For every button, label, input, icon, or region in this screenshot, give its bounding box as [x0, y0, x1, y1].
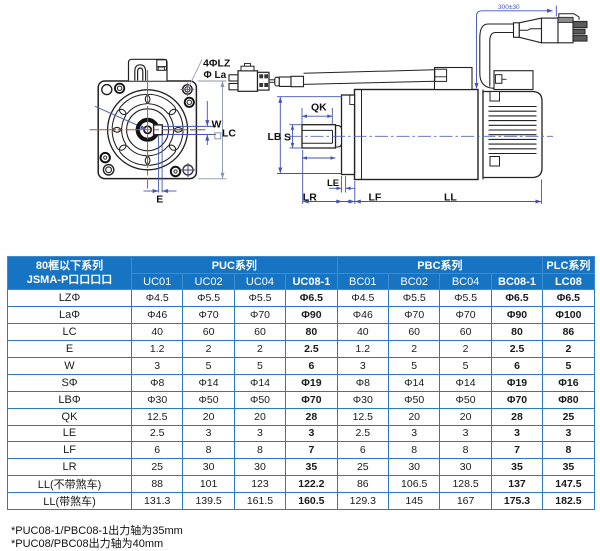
svg-text:LR: LR [303, 191, 317, 203]
svg-text:W: W [212, 119, 222, 131]
svg-text:LF: LF [369, 191, 382, 203]
svg-text:300±30: 300±30 [498, 4, 520, 11]
svg-text:LL: LL [444, 191, 457, 203]
svg-text:LE: LE [327, 178, 339, 189]
svg-text:S: S [284, 132, 291, 144]
svg-text:LC: LC [222, 127, 236, 139]
svg-text:Φ La: Φ La [204, 70, 227, 81]
svg-text:QK: QK [311, 102, 327, 114]
svg-text:4ΦLZ: 4ΦLZ [203, 58, 231, 70]
svg-text:LB: LB [268, 131, 282, 143]
svg-text:E: E [156, 194, 163, 206]
